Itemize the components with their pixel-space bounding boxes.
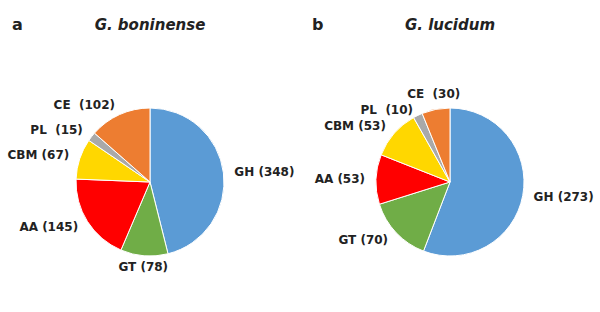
slice-label: CBM (53) <box>324 119 386 133</box>
slice-label: GH (348) <box>234 165 294 179</box>
slices <box>376 108 524 256</box>
slice-label: AA (53) <box>315 172 365 186</box>
slice-label: GT (70) <box>338 233 388 247</box>
slices <box>76 108 224 256</box>
slice-label: PL (10) <box>361 103 413 117</box>
slice-label: CBM (67) <box>8 148 70 162</box>
panel-label: a <box>12 15 23 34</box>
pie-panel: G. lucidum b GH (273) GT (70) AA (53) CBM (53… <box>312 15 594 256</box>
pie-panel: G. boninense a GH (348) GT (78) AA (145) CBM … <box>8 15 295 274</box>
slice-label: CE (30) <box>407 87 460 101</box>
panel-label: b <box>312 15 323 34</box>
slice-label: GH (273) <box>534 190 594 204</box>
chart-title: G. lucidum <box>405 16 495 34</box>
slice-label: GT (78) <box>118 260 168 274</box>
chart-title: G. boninense <box>95 16 206 34</box>
chart-root: G. boninense a GH (348) GT (78) AA (145) CBM … <box>0 0 600 312</box>
slice-label: PL (15) <box>30 123 82 137</box>
pie-slice <box>422 108 450 182</box>
pie-slice <box>94 108 150 182</box>
pie-slice <box>76 179 150 250</box>
slice-label: AA (145) <box>19 220 78 234</box>
slice-label: CE (102) <box>54 98 115 112</box>
